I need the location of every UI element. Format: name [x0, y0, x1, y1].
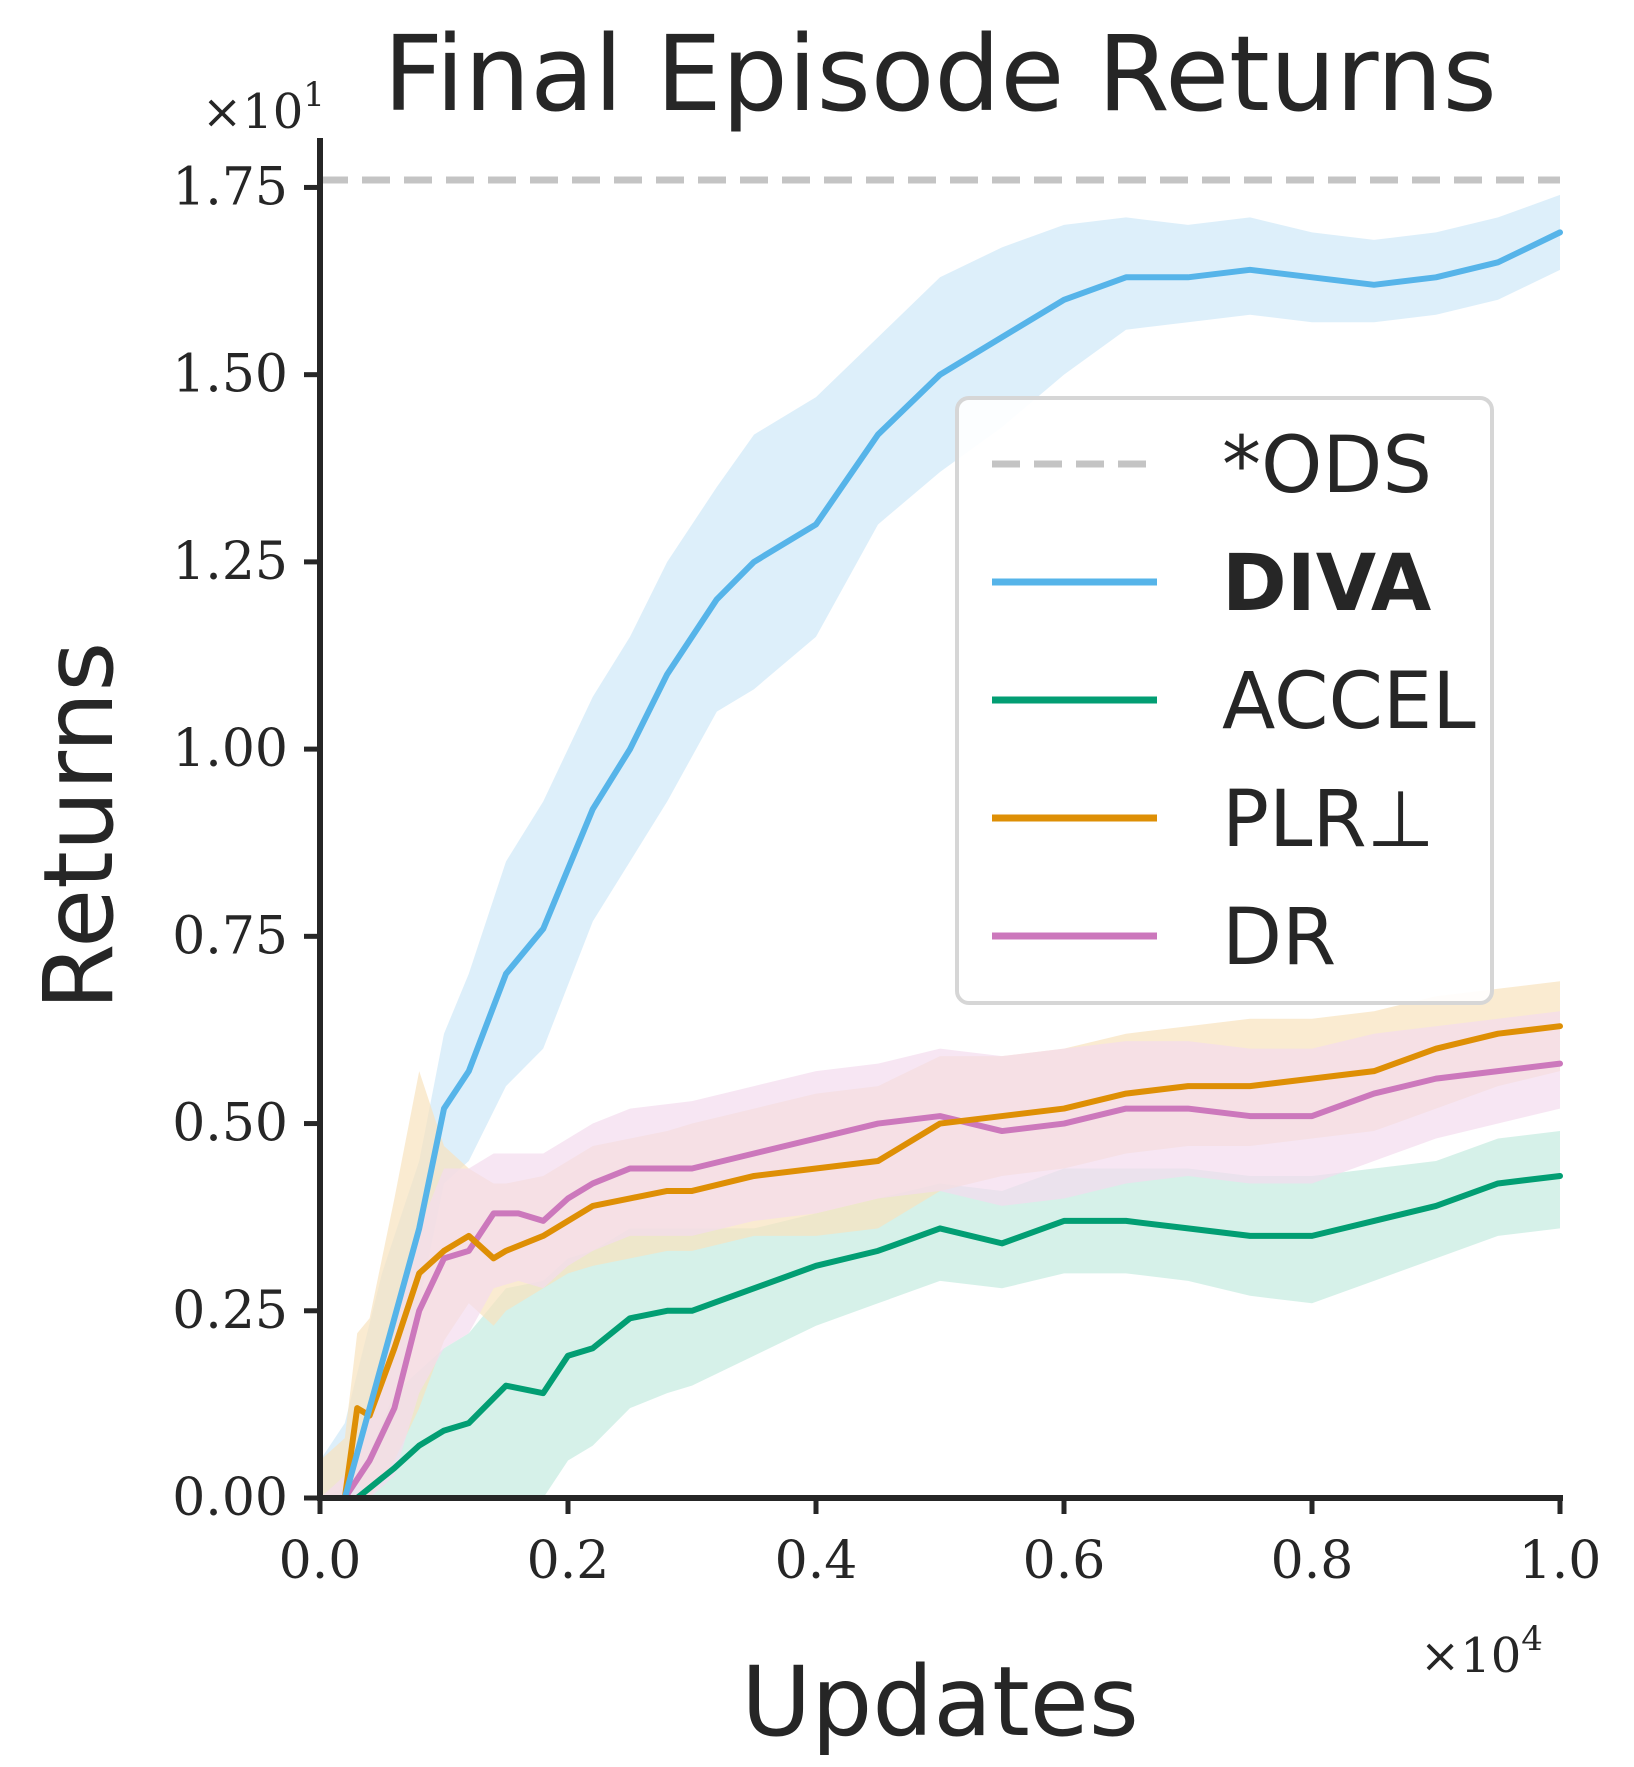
x-tick-label: 0.4: [775, 1531, 858, 1591]
legend-label--ods: *ODS: [1222, 421, 1432, 511]
legend: *ODS DIVA ACCEL PLR⊥ DR: [955, 396, 1494, 1005]
x-tick-label: 0.0: [279, 1531, 362, 1591]
band-diva: [320, 194, 1560, 1498]
axes: 0.00 0.25 0.50 0.75 1.00 1.25 1.50 1.75 0.0 0.2 0.…: [172, 138, 1601, 1591]
y-tick-label: 0.25: [172, 1281, 288, 1341]
line-accel: [317, 1172, 1563, 1501]
confidence-bands: [320, 194, 1560, 1498]
legend-label-plr: PLR⊥: [1222, 775, 1435, 865]
series-lines: [317, 229, 1563, 1501]
x-tick-label: 1.0: [1519, 1531, 1602, 1591]
legend-label-diva: DIVA: [1222, 539, 1431, 629]
y-tick-label: 1.50: [172, 345, 288, 405]
band-accel: [320, 1131, 1560, 1498]
x-tick-label: 0.8: [1271, 1531, 1354, 1591]
chart-title: Final Episode Returns: [383, 13, 1497, 135]
y-tick-label: 1.75: [172, 157, 288, 217]
legend-label-dr: DR: [1222, 893, 1336, 983]
y-multiplier: ×101: [202, 75, 325, 140]
band-dr: [320, 1011, 1560, 1498]
x-axis-label: Updates: [741, 1646, 1139, 1758]
x-tick-label: 0.6: [1023, 1531, 1106, 1591]
line-plr: [317, 1023, 1563, 1501]
y-tick-label: 0.00: [172, 1468, 288, 1528]
legend-label-accel: ACCEL: [1222, 657, 1476, 747]
y-tick-label: 0.50: [172, 1094, 288, 1154]
y-tick-label: 1.00: [172, 719, 288, 779]
y-tick-label: 1.25: [172, 532, 288, 592]
line-diva: [317, 229, 1563, 1501]
x-multiplier: ×104: [1420, 1619, 1543, 1684]
x-tick-label: 0.2: [527, 1531, 610, 1591]
legend-box: [955, 396, 1494, 1005]
y-axis-label: Returns: [23, 642, 135, 1011]
line-dr: [317, 1060, 1563, 1501]
y-tick-label: 0.75: [172, 906, 288, 966]
